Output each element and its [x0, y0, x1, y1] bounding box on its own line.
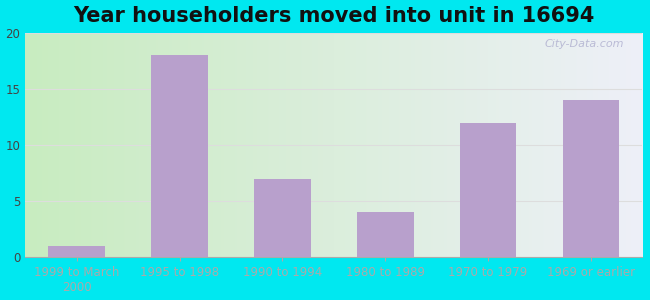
Bar: [254, 179, 311, 257]
Bar: [49, 246, 105, 257]
Bar: [151, 55, 208, 257]
Bar: [357, 212, 413, 257]
Bar: [460, 123, 516, 257]
Title: Year householders moved into unit in 16694: Year householders moved into unit in 166…: [73, 6, 595, 26]
Bar: [563, 100, 619, 257]
Text: City-Data.com: City-Data.com: [544, 39, 624, 50]
